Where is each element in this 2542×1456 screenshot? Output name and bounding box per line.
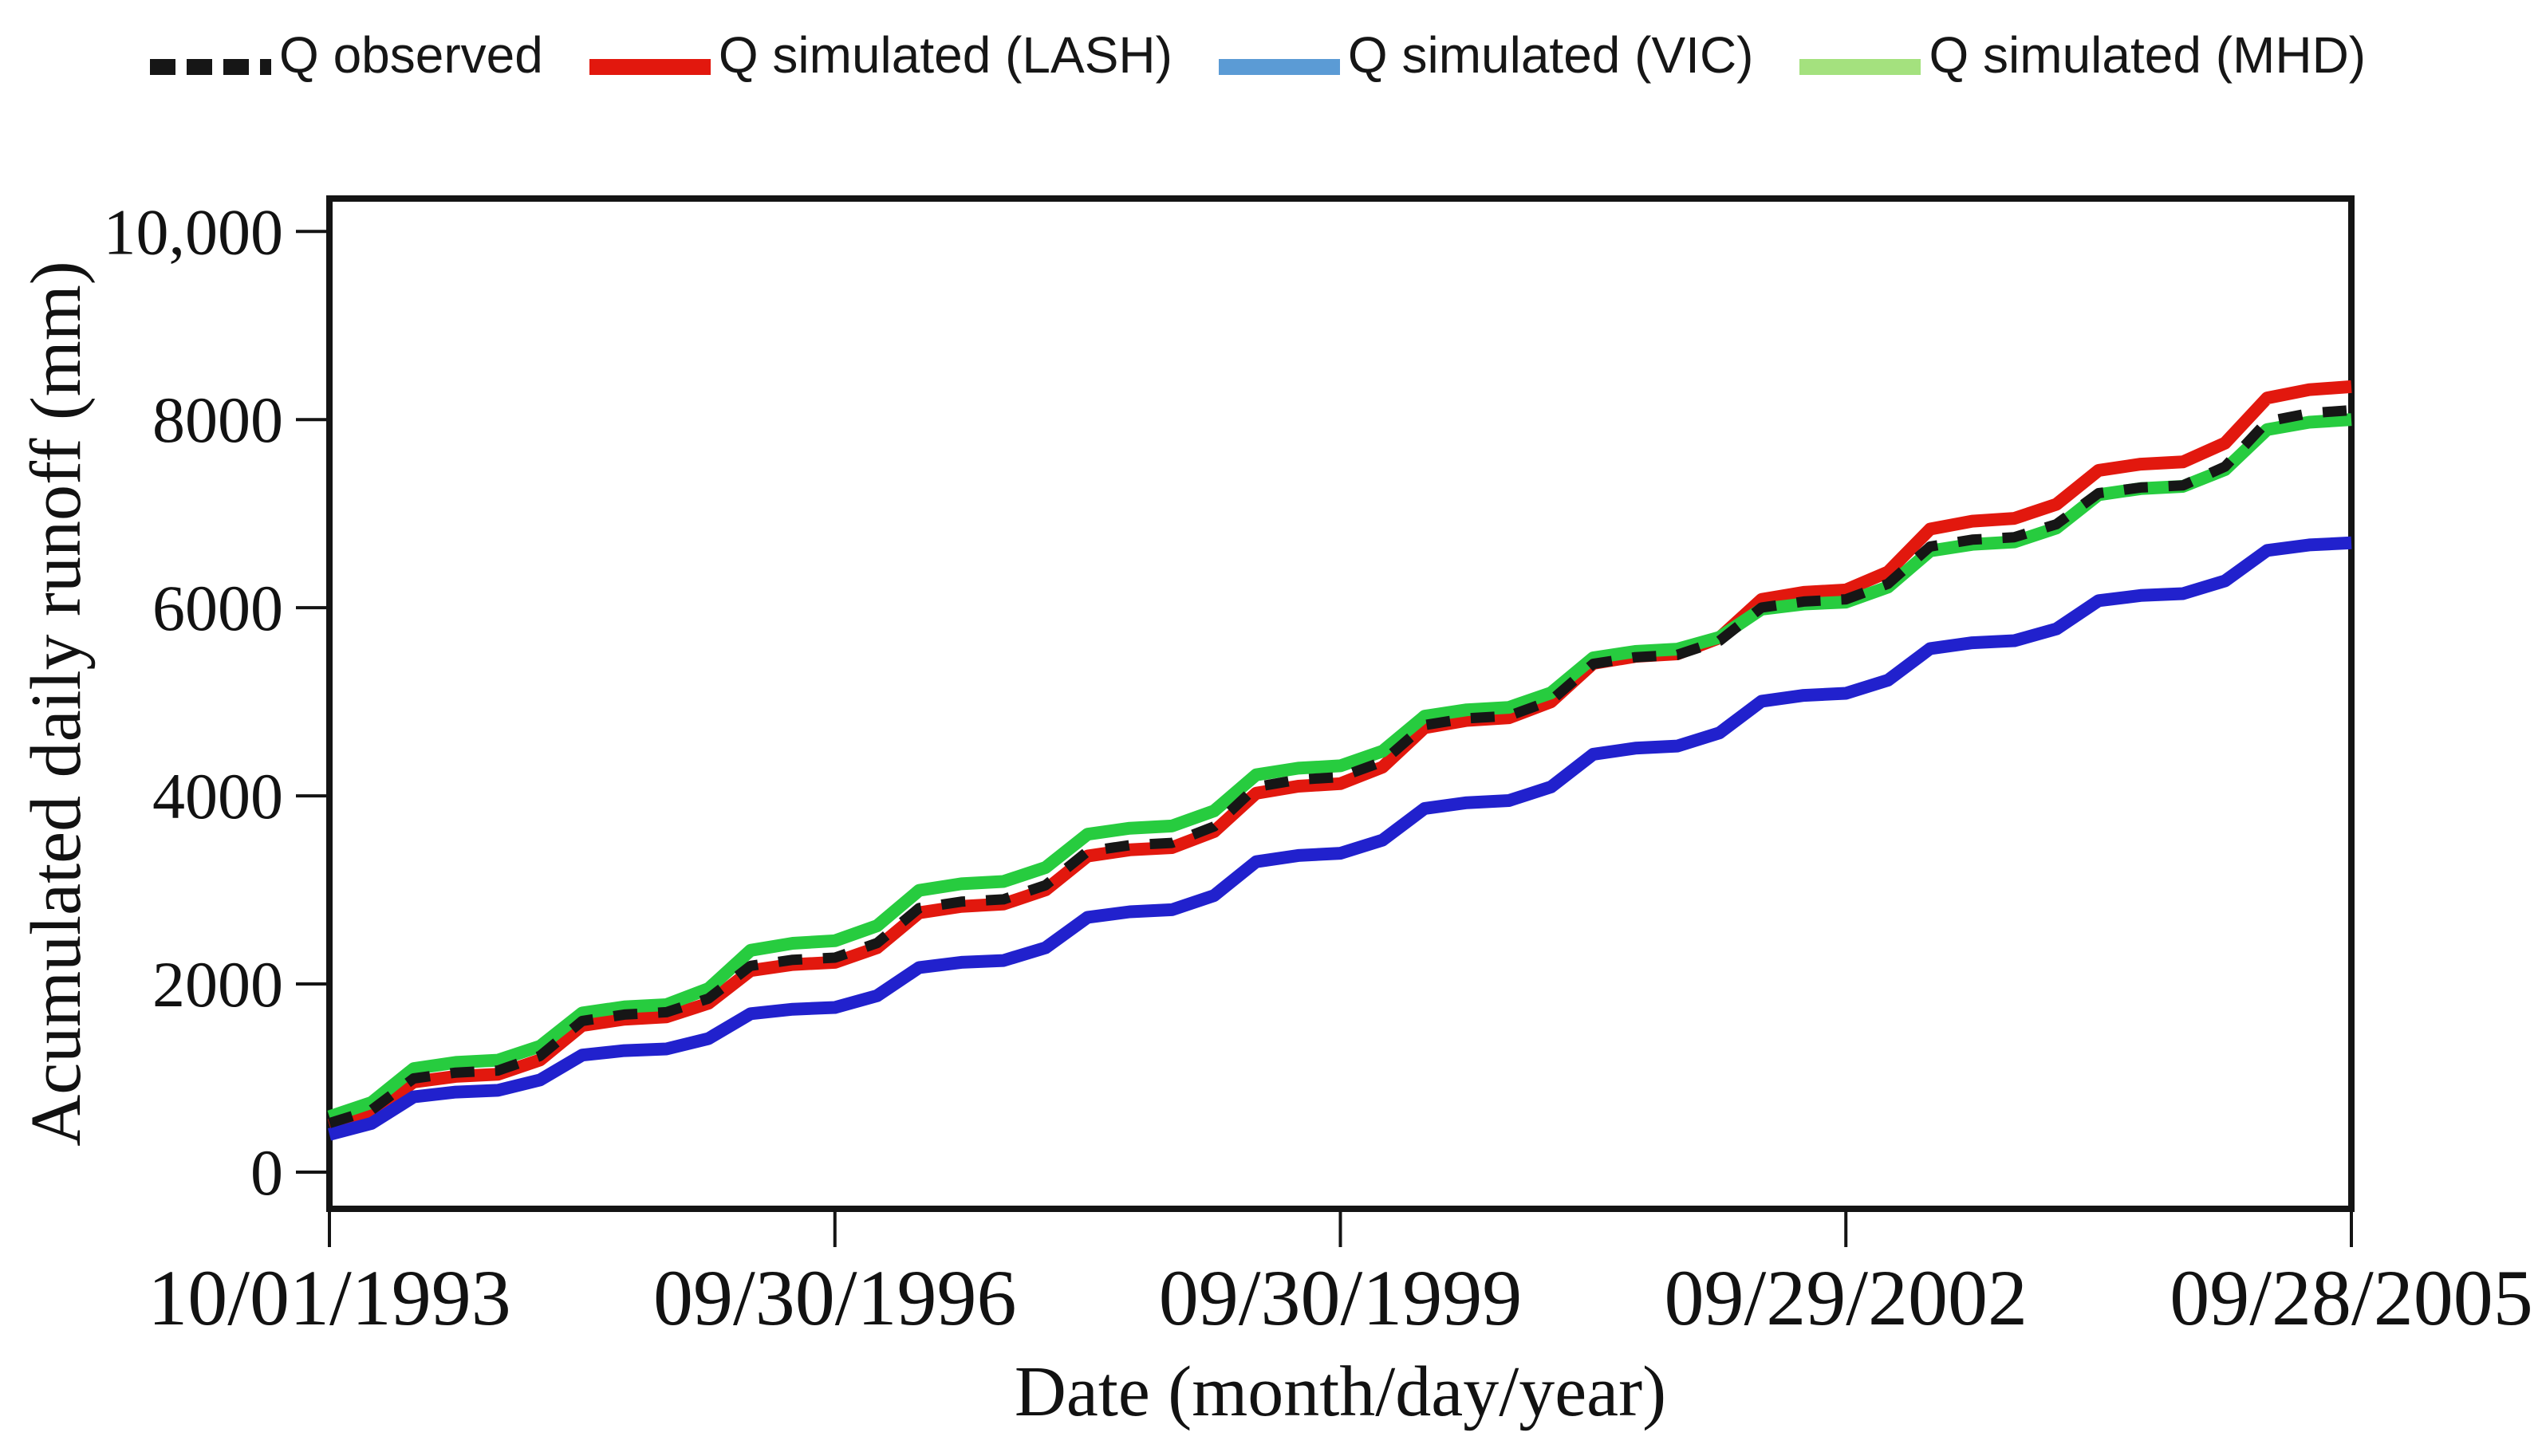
y-tick-label: 4000	[152, 760, 283, 832]
chart-legend: Q observed Q simulated (LASH) Q simulated …	[150, 27, 2366, 83]
x-tick-label: 09/30/1996	[653, 1253, 1017, 1342]
q-simulated-vic-line-key-icon	[1218, 59, 1340, 76]
legend-item-q-observed: Q observed	[150, 27, 543, 83]
y-axis-title: Acumulated daily runoff (mm)	[17, 261, 96, 1147]
x-axis-title: Date (month/day/year)	[1015, 1352, 1666, 1431]
y-tick-label: 10,000	[104, 195, 284, 268]
legend-label-q-simulated-lash: Q simulated (LASH)	[718, 26, 1172, 84]
x-tick-label: 10/01/1993	[148, 1253, 511, 1342]
legend-item-q-simulated-lash: Q simulated (LASH)	[589, 27, 1172, 83]
q-simulated-mhd-line-key-icon	[1799, 59, 1921, 76]
y-tick-label: 8000	[152, 384, 283, 456]
x-tick-label: 09/30/1999	[1159, 1253, 1523, 1342]
y-tick-label: 2000	[152, 948, 283, 1021]
legend-item-q-simulated-vic: Q simulated (VIC)	[1218, 26, 1754, 84]
y-tick-label: 0	[250, 1136, 283, 1209]
legend-label-q-simulated-mhd: Q simulated (MHD)	[1929, 26, 2367, 84]
plot-frame	[326, 195, 2355, 1212]
q-simulated-lash-line-key-icon	[589, 59, 711, 76]
legend-label-q-observed: Q observed	[279, 26, 543, 84]
legend-label-q-simulated-vic: Q simulated (VIC)	[1347, 26, 1754, 84]
y-tick-label: 6000	[152, 572, 283, 644]
series-line-q-simulated-vic	[327, 536, 2352, 1141]
x-tick-label: 09/29/2002	[1664, 1253, 2028, 1342]
legend-item-q-simulated-mhd: Q simulated (MHD)	[1799, 27, 2366, 83]
x-tick-label: 09/28/2005	[2170, 1253, 2533, 1342]
series-line-q-observed	[328, 404, 2352, 1128]
q-observed-line-key-icon	[150, 59, 271, 76]
